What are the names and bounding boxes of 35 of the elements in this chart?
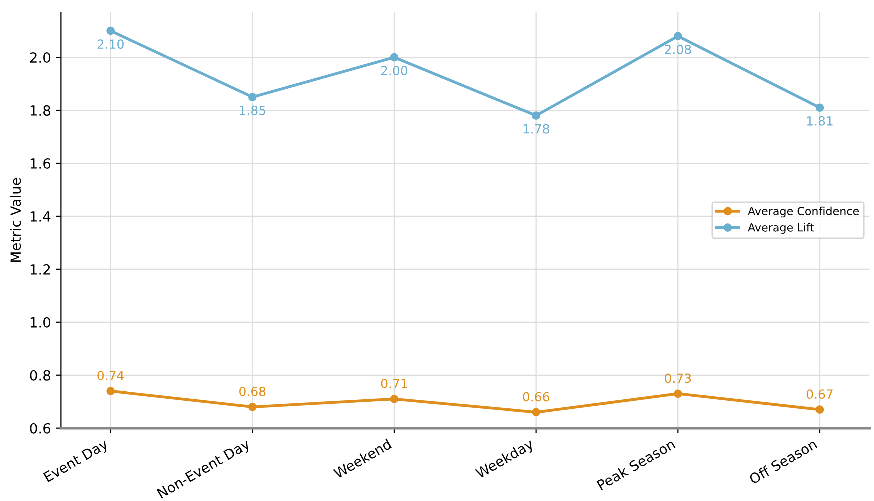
y-tick-label: 1.6 — [30, 158, 51, 169]
y-axis-title: Metric Value — [10, 178, 22, 262]
data-label: 0.73 — [665, 374, 692, 384]
point — [816, 104, 824, 112]
data-label: 2.10 — [98, 40, 124, 50]
data-label: 0.71 — [381, 379, 408, 388]
point — [106, 387, 115, 396]
y-tick-label: 1.0 — [30, 317, 51, 328]
data-label: 2.08 — [665, 44, 692, 54]
data-label: 0.68 — [240, 386, 266, 396]
point — [674, 32, 682, 41]
y-tick-label: 0.6 — [30, 423, 51, 434]
point — [390, 53, 399, 62]
data-label: 1.78 — [524, 124, 550, 134]
y-tick-label: 2.0 — [30, 52, 51, 64]
data-label: 0.66 — [523, 392, 550, 402]
point — [248, 93, 257, 102]
y-tick-label: 1.8 — [30, 105, 51, 116]
data-label: 1.85 — [240, 106, 266, 116]
point — [390, 395, 399, 404]
point — [248, 403, 257, 412]
data-label: 1.81 — [807, 116, 833, 126]
data-label: 2.00 — [381, 66, 408, 76]
data-label: 0.67 — [806, 390, 833, 400]
point — [816, 406, 824, 414]
point — [106, 26, 115, 36]
point — [532, 112, 540, 120]
legend-label: Average Confidence — [748, 206, 860, 218]
data-label: 0.74 — [98, 371, 124, 381]
point — [674, 390, 682, 398]
y-tick-label: 0.8 — [30, 370, 51, 381]
legend-label: Average Lift — [748, 223, 814, 234]
y-tick-label: 1.4 — [30, 212, 51, 222]
point — [532, 408, 540, 417]
y-tick-label: 1.2 — [30, 264, 50, 275]
